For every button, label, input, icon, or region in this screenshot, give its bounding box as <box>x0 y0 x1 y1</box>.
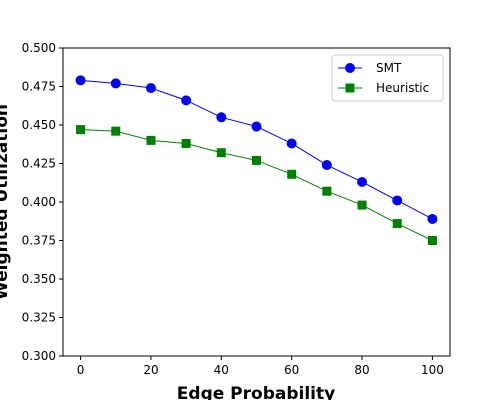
y-tick-label: 0.300 <box>22 349 56 363</box>
data-point-heuristic <box>111 126 121 136</box>
data-point-heuristic <box>216 148 226 158</box>
x-tick-label: 20 <box>143 363 158 377</box>
x-tick-label: 60 <box>284 363 299 377</box>
data-point-smt <box>75 75 86 86</box>
y-tick-label: 0.375 <box>22 234 56 248</box>
data-point-heuristic <box>181 138 191 148</box>
data-point-smt <box>286 138 297 149</box>
x-tick-label: 40 <box>214 363 229 377</box>
legend-box <box>331 54 444 102</box>
data-point-heuristic <box>146 135 156 145</box>
data-point-smt <box>251 121 262 132</box>
y-axis-title: Weighted Utilization <box>0 104 12 300</box>
data-point-heuristic <box>427 236 437 245</box>
y-tick-label: 0.325 <box>22 311 56 325</box>
y-tick-label: 0.500 <box>22 41 56 55</box>
legend-label-smt: SMT <box>376 61 402 75</box>
x-tick-label: 100 <box>421 363 444 377</box>
y-tick-label: 0.350 <box>22 272 56 286</box>
data-point-smt <box>110 78 121 89</box>
data-point-smt <box>321 160 332 171</box>
x-axis-title: Edge Probability <box>177 384 335 400</box>
data-point-heuristic <box>76 125 86 135</box>
data-point-heuristic <box>392 219 402 229</box>
legend-swatch-marker-heuristic <box>345 83 355 93</box>
series-smt <box>75 75 438 224</box>
y-axis: 0.300 0.325 0.350 0.375 0.400 0.425 0.450 0.475… <box>22 41 63 363</box>
data-point-heuristic <box>252 155 261 165</box>
data-point-smt <box>145 83 156 94</box>
y-tick-label: 0.425 <box>22 157 56 171</box>
legend-swatch-marker-smt <box>345 63 355 73</box>
data-point-smt <box>357 176 368 187</box>
series-heuristic <box>76 125 437 245</box>
series-layer <box>75 75 438 245</box>
y-tick-label: 0.400 <box>22 195 56 209</box>
x-tick-label: 0 <box>77 363 85 377</box>
legend-label-heuristic: Heuristic <box>376 81 429 95</box>
x-tick-label: 80 <box>354 363 369 377</box>
y-tick-label: 0.450 <box>22 118 56 132</box>
x-axis: 0 20 40 60 80 100 <box>77 356 444 377</box>
series-line-heuristic <box>80 129 433 241</box>
legend: SMT Heuristic <box>331 54 444 102</box>
data-point-smt <box>181 95 192 106</box>
data-point-heuristic <box>357 200 367 210</box>
data-point-smt <box>216 112 227 123</box>
data-point-smt <box>427 213 438 224</box>
data-point-smt <box>392 195 403 206</box>
y-tick-label: 0.475 <box>22 80 56 94</box>
data-point-heuristic <box>322 186 332 196</box>
data-point-heuristic <box>287 169 297 179</box>
